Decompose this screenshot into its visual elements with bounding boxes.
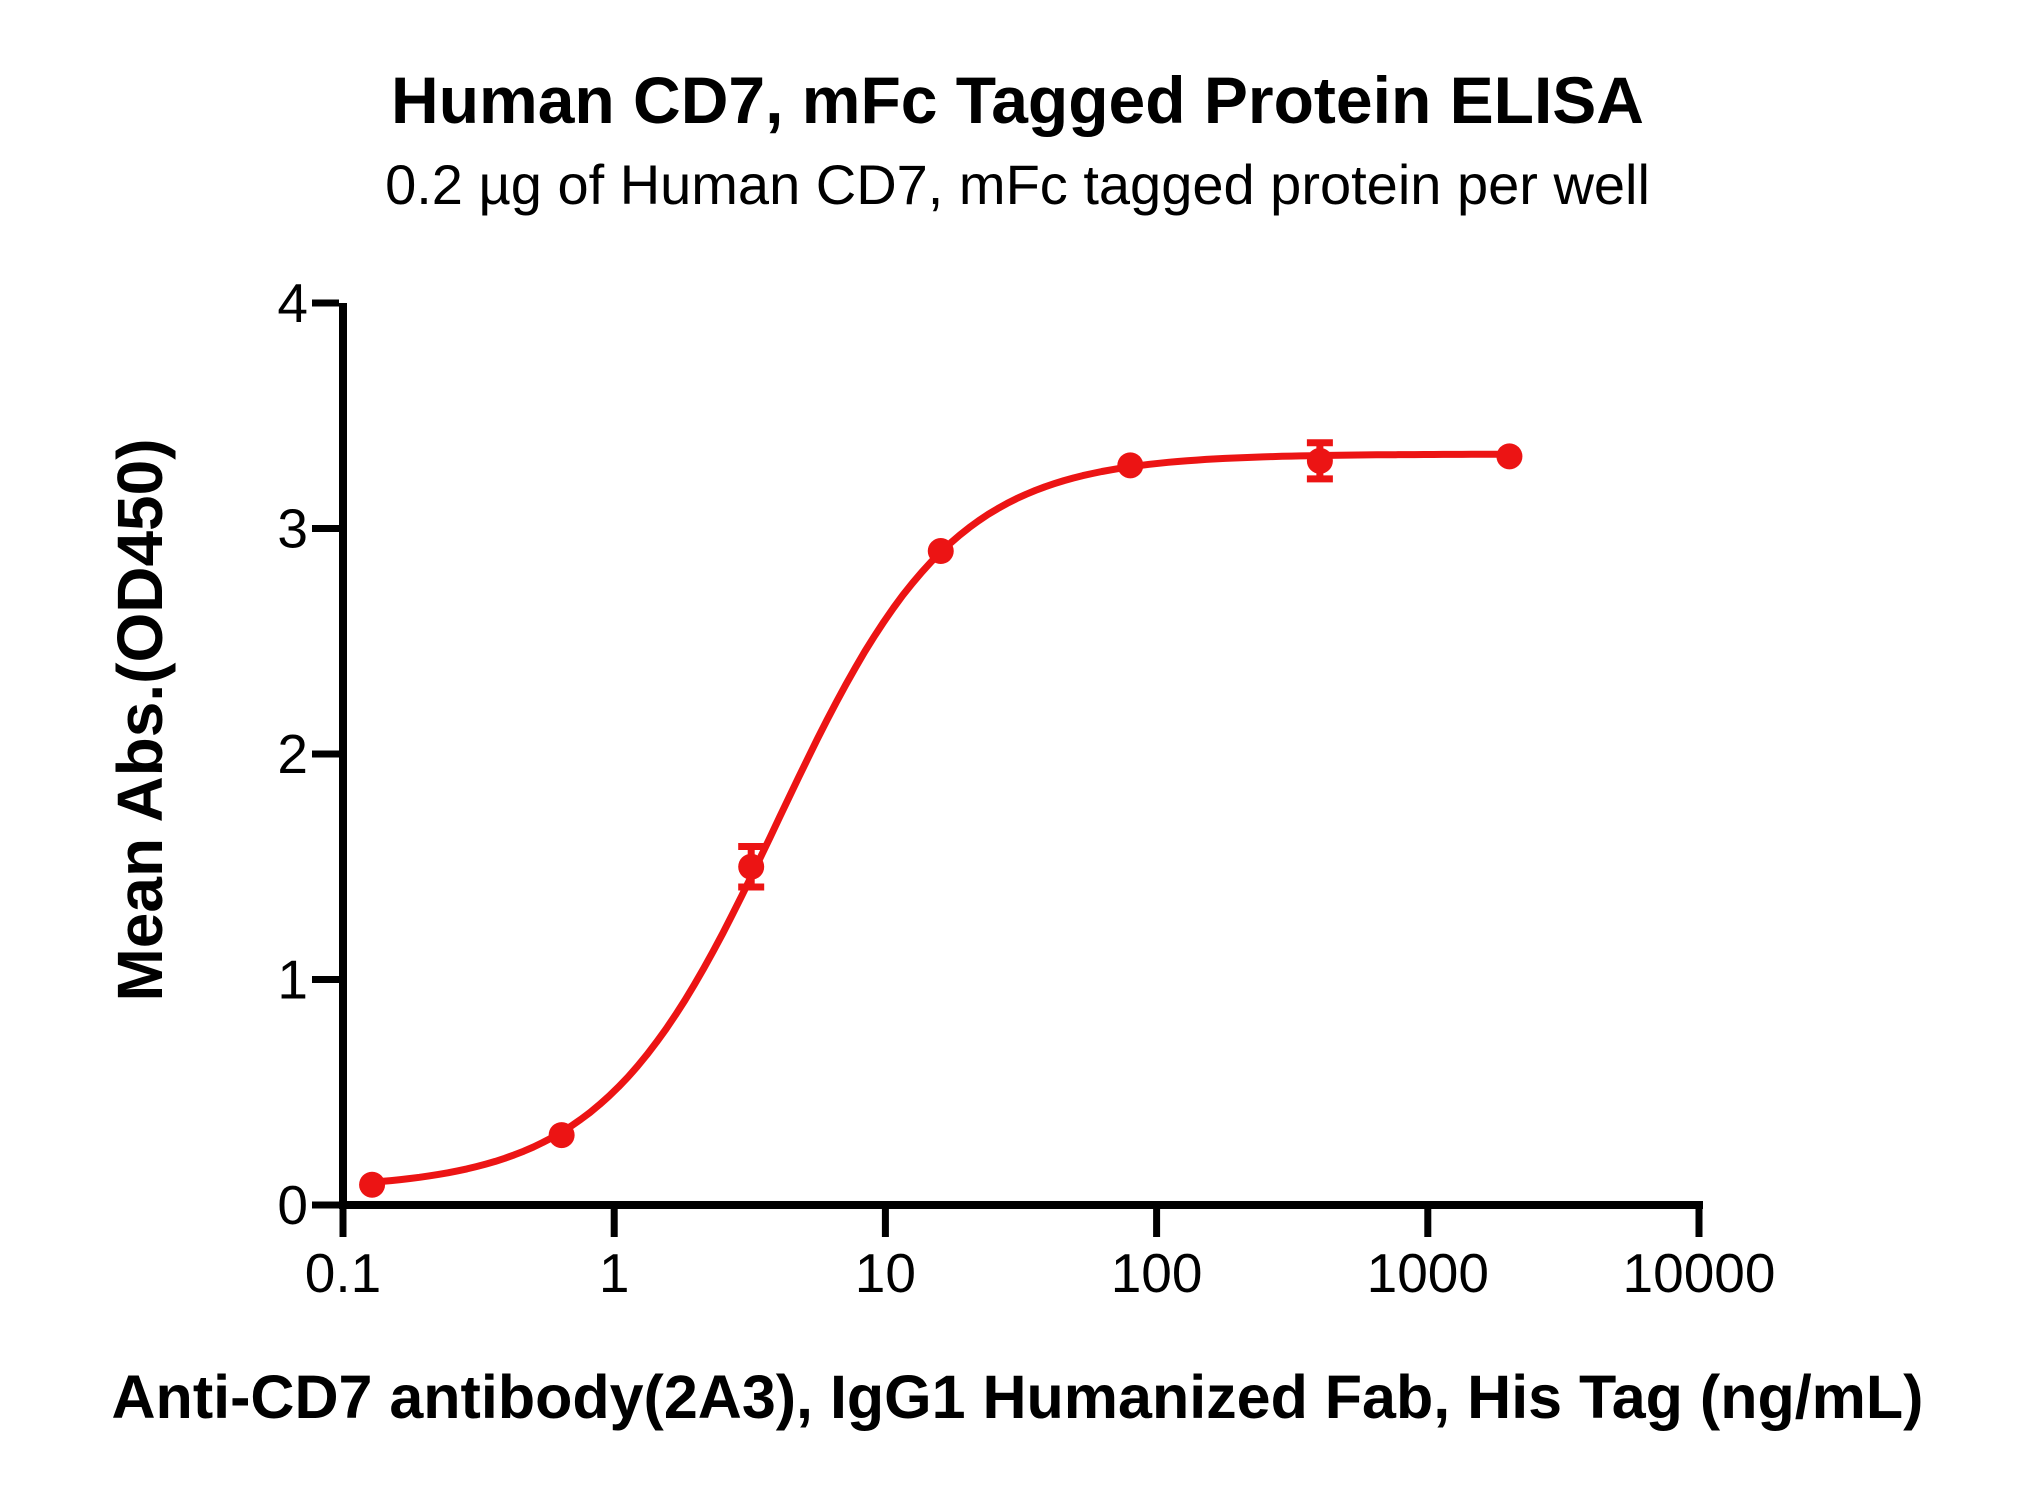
data-point [359, 1171, 386, 1198]
data-point [927, 538, 954, 565]
x-tick-label: 1 [599, 1242, 630, 1304]
y-tick-label: 2 [277, 723, 308, 785]
x-axis-title: Anti-CD7 antibody(2A3), IgG1 Humanized F… [111, 1363, 1924, 1431]
data-point [1117, 452, 1144, 479]
data-point [548, 1122, 575, 1149]
chart-title: Human CD7, mFc Tagged Protein ELISA [391, 63, 1644, 137]
x-tick-label: 0.1 [305, 1242, 381, 1304]
y-tick-label: 4 [277, 272, 308, 334]
chart-subtitle: 0.2 µg of Human CD7, mFc tagged protein … [385, 153, 1650, 216]
x-tick-label: 10 [855, 1242, 916, 1304]
x-tick-label: 100 [1111, 1242, 1203, 1304]
y-tick-label: 1 [277, 949, 308, 1011]
y-tick-label: 0 [277, 1174, 308, 1236]
x-tick-label: 10000 [1623, 1242, 1776, 1304]
y-tick-label: 3 [277, 498, 308, 560]
x-tick-label: 1000 [1367, 1242, 1489, 1304]
data-point [1306, 447, 1333, 474]
data-point [738, 853, 765, 880]
data-point [1496, 443, 1523, 470]
